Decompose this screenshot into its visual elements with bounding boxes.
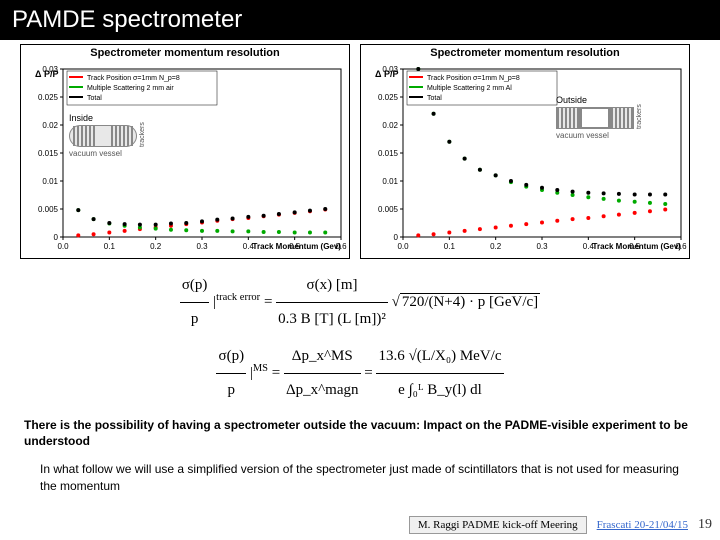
svg-text:0.1: 0.1 — [104, 242, 116, 251]
svg-text:0.2: 0.2 — [150, 242, 162, 251]
inside-overlay: Inside trackers vacuum vessel — [69, 113, 146, 158]
svg-text:0.02: 0.02 — [382, 121, 398, 130]
equations: σ(p)p |track error = σ(x) [m]0.3 B [T] (… — [0, 269, 720, 407]
svg-text:0.0: 0.0 — [57, 242, 69, 251]
trackers-label-left: trackers — [139, 125, 146, 147]
svg-text:0.01: 0.01 — [42, 177, 58, 186]
svg-text:Multiple Scattering 2 mm air: Multiple Scattering 2 mm air — [87, 85, 174, 92]
svg-text:0.3: 0.3 — [536, 242, 548, 251]
svg-text:0.01: 0.01 — [382, 177, 398, 186]
chart-left-title: Spectrometer momentum resolution — [21, 45, 349, 61]
svg-text:Δ P/P: Δ P/P — [375, 69, 398, 79]
chart-left: Spectrometer momentum resolution 0 0.005 0… — [20, 44, 350, 259]
svg-text:0.015: 0.015 — [378, 149, 399, 158]
svg-text:0.3: 0.3 — [196, 242, 208, 251]
svg-text:0.005: 0.005 — [378, 205, 399, 214]
chart-right-svg: 00.0050.010.0150.020.0250.030.00.10.20.3… — [361, 61, 691, 256]
tracker-box-inside — [69, 125, 137, 147]
svg-text:0.005: 0.005 — [38, 205, 59, 214]
svg-text:Total: Total — [427, 95, 442, 102]
svg-text:0.015: 0.015 — [38, 149, 59, 158]
trackers-label-right: trackers — [636, 107, 643, 129]
svg-text:0.025: 0.025 — [38, 93, 59, 102]
footer-page: 19 — [698, 517, 712, 533]
svg-text:Multiple Scattering 2 mm Al: Multiple Scattering 2 mm Al — [427, 85, 512, 92]
svg-text:Track Momentum (Gev): Track Momentum (Gev) — [593, 242, 682, 251]
svg-text:0.0: 0.0 — [397, 242, 409, 251]
svg-text:0.2: 0.2 — [490, 242, 502, 251]
equation-2: σ(p)p |MS = Δp_x^MSΔp_x^magn = 13.6 √(L/… — [0, 340, 720, 407]
svg-text:Total: Total — [87, 95, 102, 102]
tracker-box-outside — [580, 107, 610, 129]
vacuum-label-right: vacuum vessel — [556, 131, 643, 140]
chart-right: Spectrometer momentum resolution 0 0.005 0… — [360, 44, 690, 259]
inside-label: Inside — [69, 113, 146, 123]
chart-right-title: Spectrometer momentum resolution — [361, 45, 689, 61]
equation-1: σ(p)p |track error = σ(x) [m]0.3 B [T] (… — [0, 269, 720, 336]
svg-text:Track Momentum (Gev): Track Momentum (Gev) — [253, 242, 342, 251]
charts-row: Spectrometer momentum resolution 0 0.005 0… — [0, 40, 720, 259]
svg-text:0: 0 — [394, 233, 399, 242]
outside-overlay: Outside trackers vacuum vessel — [556, 95, 643, 140]
svg-text:0.02: 0.02 — [42, 121, 58, 130]
svg-text:Track Position σ=1mm N_p=8: Track Position σ=1mm N_p=8 — [87, 75, 180, 82]
footer: M. Raggi PADME kick-off Meering Frascati… — [409, 516, 712, 534]
footer-author: M. Raggi PADME kick-off Meering — [409, 516, 587, 534]
paragraph-1: There is the possibility of having a spe… — [0, 411, 720, 455]
vacuum-label-left: vacuum vessel — [69, 149, 146, 158]
svg-text:0.025: 0.025 — [378, 93, 399, 102]
svg-text:Track Position σ=1mm N_p=8: Track Position σ=1mm N_p=8 — [427, 75, 520, 82]
chart-left-svg: 00.0050.010.0150.020.0250.030.00.10.20.3… — [21, 61, 351, 256]
paragraph-2: In what follow we will use a simplified … — [0, 455, 720, 499]
svg-text:Δ P/P: Δ P/P — [35, 69, 58, 79]
outside-label: Outside — [556, 95, 643, 105]
footer-place: Frascati 20-21/04/15 — [597, 519, 688, 531]
slide-title: PAMDE spectrometer — [0, 0, 720, 40]
svg-text:0.1: 0.1 — [444, 242, 456, 251]
svg-text:0: 0 — [54, 233, 59, 242]
